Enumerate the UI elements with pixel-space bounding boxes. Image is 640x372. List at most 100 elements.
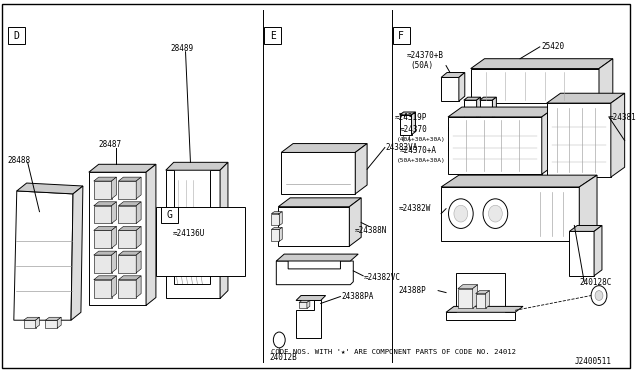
Polygon shape xyxy=(278,198,361,207)
Polygon shape xyxy=(446,307,523,312)
Polygon shape xyxy=(173,257,242,263)
Ellipse shape xyxy=(591,286,607,305)
Polygon shape xyxy=(118,255,136,273)
Polygon shape xyxy=(118,251,141,255)
Polygon shape xyxy=(276,254,358,261)
Text: D: D xyxy=(13,31,19,41)
Text: (40A+30A+30A): (40A+30A+30A) xyxy=(397,137,445,142)
Polygon shape xyxy=(45,317,61,320)
Polygon shape xyxy=(118,177,141,181)
Ellipse shape xyxy=(488,205,502,222)
Polygon shape xyxy=(278,207,349,246)
Polygon shape xyxy=(599,59,613,103)
Bar xyxy=(393,27,410,44)
Polygon shape xyxy=(111,251,116,273)
Polygon shape xyxy=(448,117,542,174)
Polygon shape xyxy=(271,212,282,214)
Polygon shape xyxy=(221,230,229,239)
Polygon shape xyxy=(136,251,141,273)
Text: ≂24388N: ≂24388N xyxy=(355,226,387,235)
Polygon shape xyxy=(45,320,57,328)
Polygon shape xyxy=(470,59,613,68)
Text: 28489: 28489 xyxy=(171,44,194,53)
Ellipse shape xyxy=(483,199,508,228)
Polygon shape xyxy=(89,164,156,172)
Text: ≂24381: ≂24381 xyxy=(609,113,637,122)
Polygon shape xyxy=(36,317,40,328)
Polygon shape xyxy=(486,291,490,308)
Polygon shape xyxy=(221,227,232,230)
Text: 24388P: 24388P xyxy=(399,286,426,295)
Polygon shape xyxy=(111,177,116,199)
Polygon shape xyxy=(93,202,116,206)
Polygon shape xyxy=(93,177,116,181)
Polygon shape xyxy=(299,301,310,302)
Polygon shape xyxy=(281,144,367,153)
Polygon shape xyxy=(399,115,412,135)
Polygon shape xyxy=(492,97,497,118)
Polygon shape xyxy=(479,97,497,100)
Polygon shape xyxy=(166,162,228,170)
Text: ≂24136U: ≂24136U xyxy=(173,229,205,238)
Text: 24388PA: 24388PA xyxy=(341,292,374,301)
Polygon shape xyxy=(473,285,477,308)
Polygon shape xyxy=(547,93,625,103)
Text: ≂24370: ≂24370 xyxy=(399,125,428,134)
Polygon shape xyxy=(279,212,282,225)
Text: 25420: 25420 xyxy=(542,42,565,51)
Text: ≂24382VC: ≂24382VC xyxy=(364,273,401,282)
Polygon shape xyxy=(93,276,116,280)
Polygon shape xyxy=(136,227,141,248)
Polygon shape xyxy=(579,175,597,241)
Ellipse shape xyxy=(273,332,285,348)
Polygon shape xyxy=(476,291,490,294)
Polygon shape xyxy=(542,107,556,174)
Polygon shape xyxy=(446,273,515,320)
Text: 240128C: 240128C xyxy=(579,278,612,287)
Ellipse shape xyxy=(454,205,468,222)
Polygon shape xyxy=(276,261,353,285)
Polygon shape xyxy=(349,198,361,246)
Text: ≂24370+B: ≂24370+B xyxy=(406,51,444,60)
Text: J2400511: J2400511 xyxy=(575,357,612,366)
Polygon shape xyxy=(441,73,465,77)
Polygon shape xyxy=(111,227,116,248)
Polygon shape xyxy=(93,227,116,230)
Polygon shape xyxy=(220,162,228,298)
Polygon shape xyxy=(111,276,116,298)
Polygon shape xyxy=(611,93,625,177)
Polygon shape xyxy=(118,227,141,230)
Polygon shape xyxy=(93,230,111,248)
Polygon shape xyxy=(296,295,326,301)
Bar xyxy=(156,207,244,276)
Polygon shape xyxy=(271,230,279,241)
Polygon shape xyxy=(118,181,136,199)
Polygon shape xyxy=(210,243,220,255)
Polygon shape xyxy=(271,214,279,225)
Polygon shape xyxy=(146,164,156,305)
Polygon shape xyxy=(441,187,579,241)
Polygon shape xyxy=(118,276,141,280)
Polygon shape xyxy=(459,73,465,101)
Polygon shape xyxy=(93,280,111,298)
Text: 28488: 28488 xyxy=(8,156,31,165)
Ellipse shape xyxy=(449,199,473,228)
Polygon shape xyxy=(24,317,40,320)
Polygon shape xyxy=(178,241,242,257)
Polygon shape xyxy=(476,294,486,308)
Text: F: F xyxy=(398,31,404,41)
Polygon shape xyxy=(594,225,602,276)
Polygon shape xyxy=(224,243,234,255)
Polygon shape xyxy=(441,77,459,101)
Polygon shape xyxy=(57,317,61,328)
Polygon shape xyxy=(118,280,136,298)
Polygon shape xyxy=(118,202,141,206)
Polygon shape xyxy=(296,301,321,338)
Polygon shape xyxy=(71,186,83,320)
Polygon shape xyxy=(281,153,355,194)
Polygon shape xyxy=(166,170,220,298)
Text: 28487: 28487 xyxy=(99,140,122,149)
Text: ≂24370+A: ≂24370+A xyxy=(399,146,436,155)
Text: ≂24382W: ≂24382W xyxy=(399,204,431,213)
Text: (50A+30A+30A): (50A+30A+30A) xyxy=(397,158,445,163)
